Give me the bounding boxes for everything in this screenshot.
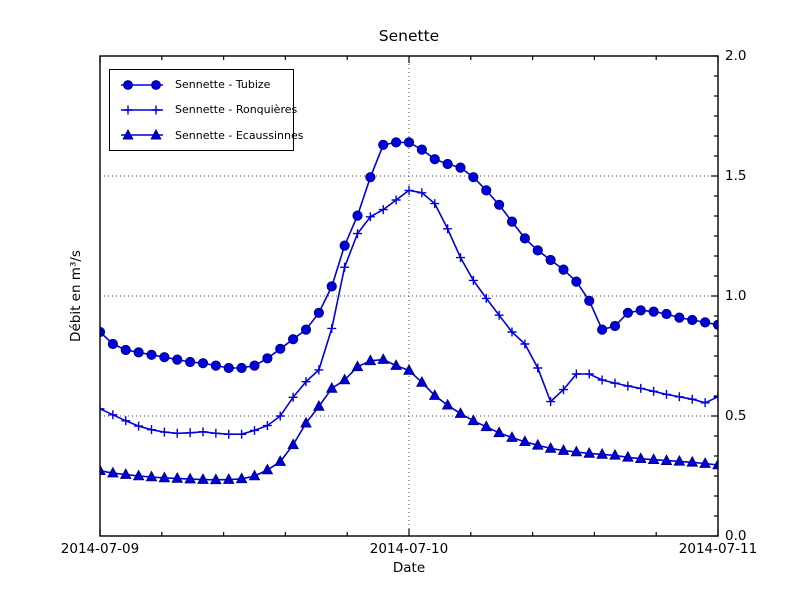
series-ecaussinnes-line <box>99 358 719 481</box>
y-tick-label-1.0: 1.0 <box>725 288 747 304</box>
axis-ticks <box>99 55 719 537</box>
x-tick-label-0: 2014-07-09 <box>60 541 140 557</box>
y-tick-label-0.5: 0.5 <box>725 408 747 424</box>
y-tick-label-1.5: 1.5 <box>725 168 747 184</box>
legend-item-ecaussinnes: Sennette - Ecaussinnes <box>119 128 304 142</box>
x-axis-label: Date <box>392 560 426 576</box>
legend-item-ronquieres: Sennette - Ronquières <box>119 103 297 117</box>
series-tubize <box>99 137 719 374</box>
x-tick-label-2: 2014-07-11 <box>678 541 758 557</box>
legend-label-ecaussinnes: Sennette - Ecaussinnes <box>175 128 304 142</box>
legend: Sennette - Tubize Sennette - Ronquières … <box>109 69 304 151</box>
legend-label-tubize: Sennette - Tubize <box>175 78 271 92</box>
x-tick-label-1: 2014-07-10 <box>369 541 449 557</box>
y-tick-label-2.0: 2.0 <box>725 48 747 64</box>
legend-marker-triangle-icon <box>121 129 163 140</box>
legend-item-tubize: Sennette - Tubize <box>119 78 293 92</box>
gridlines <box>100 56 718 536</box>
series-ronquieres <box>99 185 719 439</box>
y-tick-label-0.0: 0.0 <box>725 528 747 544</box>
series-ecaussinnes <box>99 353 719 485</box>
chart-title: Senette <box>378 27 440 45</box>
legend-marker-plus-icon <box>121 105 163 115</box>
y-axis-label: Débit en m³/s <box>68 250 84 342</box>
legend-label-ronquieres: Sennette - Ronquières <box>175 103 298 117</box>
legend-marker-circle-icon <box>121 79 163 90</box>
